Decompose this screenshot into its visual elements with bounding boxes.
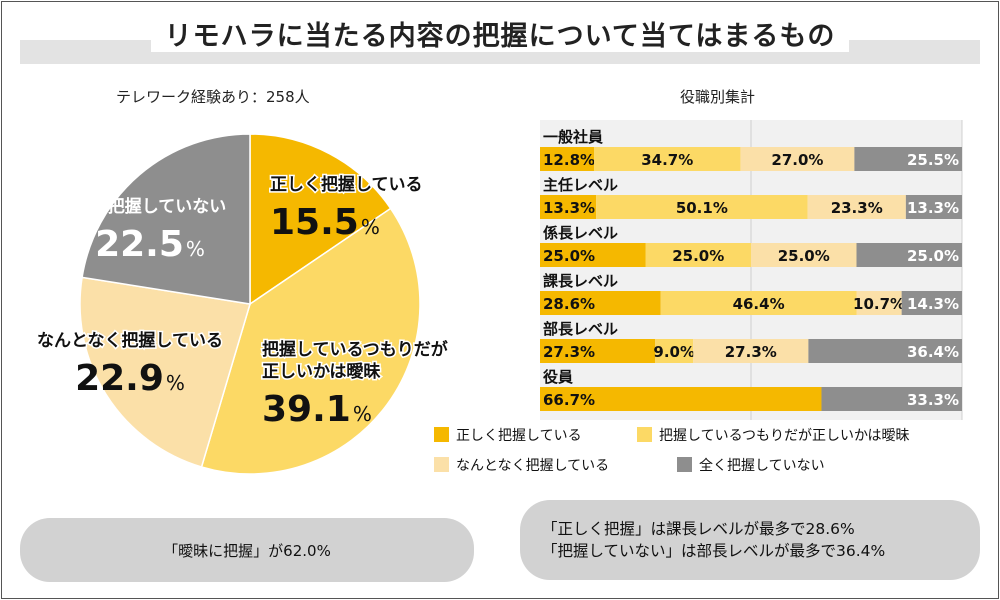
summary-right-line-2: 「把握していない」は部長レベルが最多で36.4%	[542, 542, 886, 560]
bar-value-label: 27.3%	[725, 343, 777, 361]
legend-label-somewhat: なんとなく把握している	[456, 458, 609, 474]
pie-slice-somewhat	[79, 276, 251, 468]
page-title-text: リモハラに当たる内容の把握について当てはまるもの	[150, 21, 850, 52]
bar-value-label: 25.5%	[907, 151, 959, 169]
bar-segment-none	[821, 387, 962, 411]
summary-right-line-1: 「正しく把握」は課長レベルが最多で28.6%	[542, 520, 855, 538]
pie-subtitle: テレワーク経験あり：258人	[116, 88, 310, 106]
pie-chart: 正しく把握している 15.5 % 把握しているつもりだが正しいかは曖昧 39.1 % なんと…	[36, 133, 450, 475]
legend-swatch-correct	[434, 427, 449, 442]
category-label: 主任レベル	[543, 176, 618, 194]
page-title: リモハラに当たる内容の把握について当てはまるもの	[0, 14, 1000, 53]
pie-label-line: 全く把握していない	[73, 196, 227, 217]
bar-value-label: 23.3%	[831, 199, 883, 217]
bar-segment-think	[645, 243, 751, 267]
legend-label-correct: 正しく把握している	[456, 428, 582, 444]
legend-swatch-none	[677, 457, 692, 472]
summary-left: 「曖昧に把握」が62.0%	[20, 518, 474, 582]
legend-swatch-think	[637, 427, 652, 442]
bar-value-label: 25.0%	[907, 247, 959, 265]
pie-value-think: 39.1%	[262, 389, 372, 430]
bar-segment-correct	[540, 195, 597, 219]
bar-segment-none	[854, 147, 962, 171]
bar-segment-none	[856, 243, 962, 267]
bar-segment-think	[594, 147, 741, 171]
bar-segment-somewhat	[740, 147, 855, 171]
bar-value-label: 14.3%	[907, 295, 959, 313]
bar-segment-correct	[540, 147, 595, 171]
bar-value-label: 10.7%	[853, 295, 905, 313]
category-label: 部長レベル	[543, 320, 618, 338]
bar-value-label: 50.1%	[676, 199, 728, 217]
bar-value-label: 36.4%	[907, 343, 959, 361]
bar-value-label: 27.3%	[543, 343, 595, 361]
bar-value-label: 13.3%	[543, 199, 595, 217]
bar-value-label: 27.0%	[771, 151, 823, 169]
category-label: 係長レベル	[543, 224, 618, 242]
pie-label-correct: 正しく把握している 15.5%	[269, 173, 425, 244]
bar-segment-somewhat	[693, 339, 809, 363]
bar-segment-somewhat	[856, 291, 902, 315]
bar-value-label: 25.0%	[778, 247, 830, 265]
pie-value-correct: 15.5%	[270, 202, 380, 243]
bar-value-label: 25.0%	[672, 247, 724, 265]
category-label: 役員	[543, 368, 573, 386]
pie-label-line: 正しく把握している	[270, 174, 423, 195]
bar-segment-somewhat	[751, 243, 857, 267]
category-label: 一般社員	[543, 128, 603, 146]
bar-segment-think	[596, 195, 808, 219]
bar-segment-think	[660, 291, 857, 315]
category-label: 課長レベル	[543, 272, 618, 290]
stacked-bar-chart: 一般社員 12.8% 34.7% 27.0% 25.5% 主任レベル 13.3% 50.1% 2…	[434, 120, 963, 474]
pie-label-line: 正しいかは曖昧	[262, 361, 381, 382]
bar-subtitle: 役職別集計	[680, 88, 756, 106]
summary-left-text: 「曖昧に把握」が62.0%	[163, 541, 331, 560]
pie-slice-none	[81, 133, 251, 305]
bar-segment-none	[901, 291, 962, 315]
summary-right: 「正しく把握」は課長レベルが最多で28.6% 「把握していない」は部長レベルが最…	[520, 500, 980, 580]
legend-label-think: 把握しているつもりだが正しいかは曖昧	[659, 428, 909, 444]
bar-segment-none	[808, 339, 962, 363]
bar-value-label: 33.3%	[907, 391, 959, 409]
pie-label-somewhat: なんとなく把握している 22.9%	[36, 329, 225, 400]
bar-segment-somewhat	[807, 195, 906, 219]
bar-value-label: 28.6%	[543, 295, 595, 313]
bar-value-label: 13.3%	[907, 199, 959, 217]
pie-label-none: 全く把握していない 22.5%	[73, 196, 227, 265]
pie-value-none: 22.5%	[95, 224, 205, 265]
pie-label-line: なんとなく把握している	[37, 330, 223, 351]
bar-segment-correct	[540, 387, 822, 411]
bar-segment-none	[905, 195, 962, 219]
legend-swatch-somewhat	[434, 457, 449, 472]
pie-label-think: 把握しているつもりだが正しいかは曖昧 39.1%	[261, 338, 450, 431]
bar-segment-think	[655, 339, 694, 363]
bar-segment-correct	[540, 339, 656, 363]
legend-label-none: 全く把握していない	[699, 457, 825, 474]
bar-segment-correct	[540, 243, 646, 267]
bar-value-label: 66.7%	[543, 391, 595, 409]
bar-value-label: 12.8%	[543, 151, 595, 169]
bar-value-label: 9.0%	[653, 343, 695, 361]
bar-value-label: 34.7%	[641, 151, 693, 169]
bar-value-label: 25.0%	[543, 247, 595, 265]
pie-slice-think	[200, 207, 421, 475]
bar-value-label: 46.4%	[733, 295, 785, 313]
pie-value-somewhat: 22.9%	[75, 358, 185, 399]
pie-label-line: 把握しているつもりだが	[262, 339, 448, 360]
bar-segment-correct	[540, 291, 661, 315]
pie-slice-correct	[249, 133, 392, 306]
